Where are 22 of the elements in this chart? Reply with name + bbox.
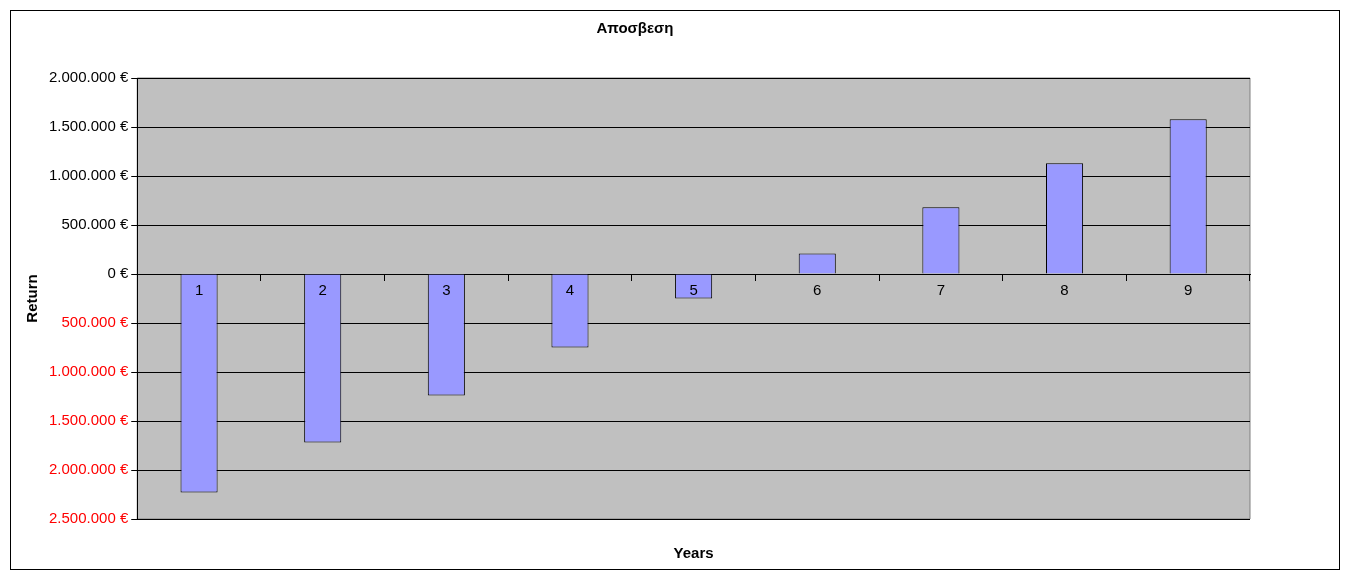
x-tick-label: 2	[318, 281, 327, 299]
y-tick-label: 1.000.000 €	[48, 166, 129, 184]
y-tick-label: 0 €	[107, 264, 129, 282]
x-tick-label: 9	[1184, 281, 1193, 299]
y-tick-label: 500.000 €	[61, 313, 129, 331]
y-tick-label: 1.000.000 €	[48, 362, 129, 380]
x-tick-label: 1	[194, 281, 204, 299]
x-tick-label: 5	[689, 281, 698, 299]
x-tick-label: 7	[936, 281, 946, 299]
x-tick-label: 4	[565, 281, 575, 299]
x-axis-title: Years	[673, 544, 714, 562]
y-tick-label: 2.000.000 €	[48, 460, 129, 478]
y-tick-label: 500.000 €	[61, 215, 129, 233]
y-tick-label: 2.500.000 €	[48, 509, 129, 527]
x-tick-label: 6	[813, 281, 822, 299]
y-tick-label: 1.500.000 €	[48, 117, 129, 135]
x-tick-label: 8	[1060, 281, 1069, 299]
chart-title: Αποσβεση	[596, 19, 674, 37]
y-axis-title: Return	[23, 274, 41, 323]
x-tick-label: 3	[442, 281, 451, 299]
y-tick-label: 1.500.000 €	[48, 411, 129, 429]
y-tick-label: 2.000.000 €	[48, 68, 129, 86]
